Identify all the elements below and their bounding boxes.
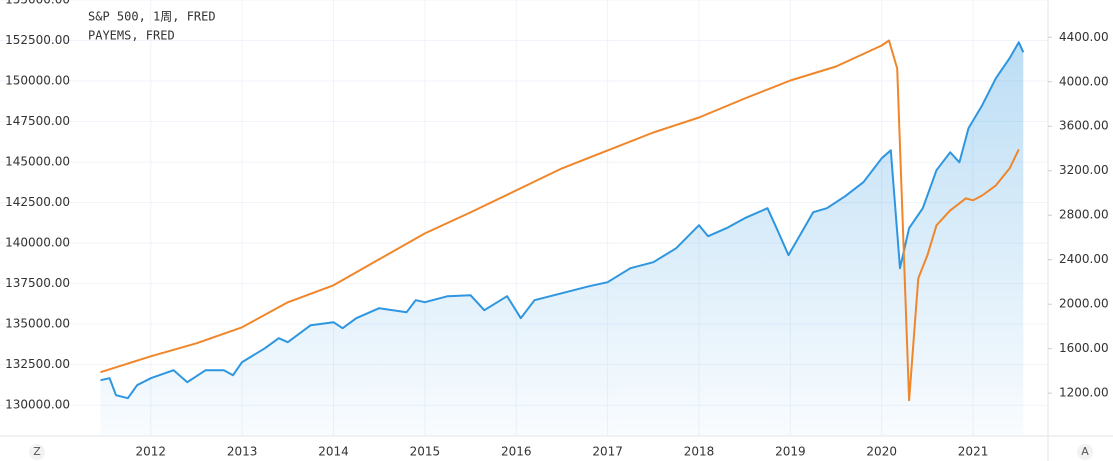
- y2-tick-label: 3600.00: [1059, 119, 1109, 133]
- x-tick-label: 2017: [592, 445, 623, 459]
- x-tick-label: 2018: [684, 445, 715, 459]
- y2-tick-label: 2000.00: [1059, 297, 1109, 311]
- y2-tick-label: 1200.00: [1059, 386, 1109, 400]
- y2-tick-label: 4000.00: [1059, 74, 1109, 88]
- x-tick-label: 2016: [501, 445, 532, 459]
- y-tick-label: 147500.00: [5, 114, 70, 128]
- legend-entry: S&P 500, 1周, FRED: [88, 10, 216, 24]
- y-tick-label: 152500.00: [5, 33, 70, 47]
- y2-tick-label: 2400.00: [1059, 252, 1109, 266]
- x-tick-label: 2019: [775, 445, 806, 459]
- button-bg[interactable]: [1077, 444, 1093, 460]
- y2-tick-label: 1600.00: [1059, 341, 1109, 355]
- x-tick-label: 2012: [135, 445, 166, 459]
- series-line: [100, 39, 1020, 402]
- x-tick-label: 2013: [227, 445, 258, 459]
- button-label[interactable]: A: [1081, 445, 1089, 458]
- x-tick-label: 2014: [318, 445, 349, 459]
- y2-tick-label: 2800.00: [1059, 208, 1109, 222]
- y-tick-label: 145000.00: [5, 155, 70, 169]
- auto-button[interactable]: A: [1077, 444, 1093, 460]
- y-tick-label: 132500.00: [5, 357, 70, 371]
- button-bg[interactable]: [29, 444, 45, 460]
- y-tick-label: 140000.00: [5, 236, 70, 250]
- zoom-button[interactable]: Z: [29, 444, 45, 460]
- y-tick-label: 135000.00: [5, 317, 70, 331]
- y-tick-label: 150000.00: [5, 74, 70, 88]
- y2-tick-label: 4400.00: [1059, 30, 1109, 44]
- button-label[interactable]: Z: [33, 445, 41, 458]
- y-tick-label: 130000.00: [5, 398, 70, 412]
- y-tick-label: 155000.00: [5, 0, 70, 7]
- y-tick-label: 137500.00: [5, 276, 70, 290]
- y2-tick-label: 3200.00: [1059, 163, 1109, 177]
- x-tick-label: 2020: [866, 445, 897, 459]
- series-area: [100, 42, 1024, 437]
- y-tick-label: 142500.00: [5, 195, 70, 209]
- x-tick-label: 2021: [958, 445, 989, 459]
- legend-entry: PAYEMS, FRED: [88, 29, 175, 43]
- series-line: [100, 41, 1025, 400]
- x-tick-label: 2015: [410, 445, 441, 459]
